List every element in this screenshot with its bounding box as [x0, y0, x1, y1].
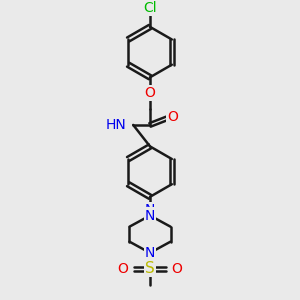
Text: N: N	[145, 203, 155, 217]
Text: S: S	[145, 261, 155, 276]
Text: O: O	[167, 110, 178, 124]
Text: HN: HN	[106, 118, 127, 132]
Text: O: O	[172, 262, 182, 276]
Text: O: O	[145, 86, 155, 100]
Text: N: N	[145, 208, 155, 223]
Text: N: N	[145, 246, 155, 260]
Text: Cl: Cl	[143, 1, 157, 15]
Text: O: O	[118, 262, 128, 276]
